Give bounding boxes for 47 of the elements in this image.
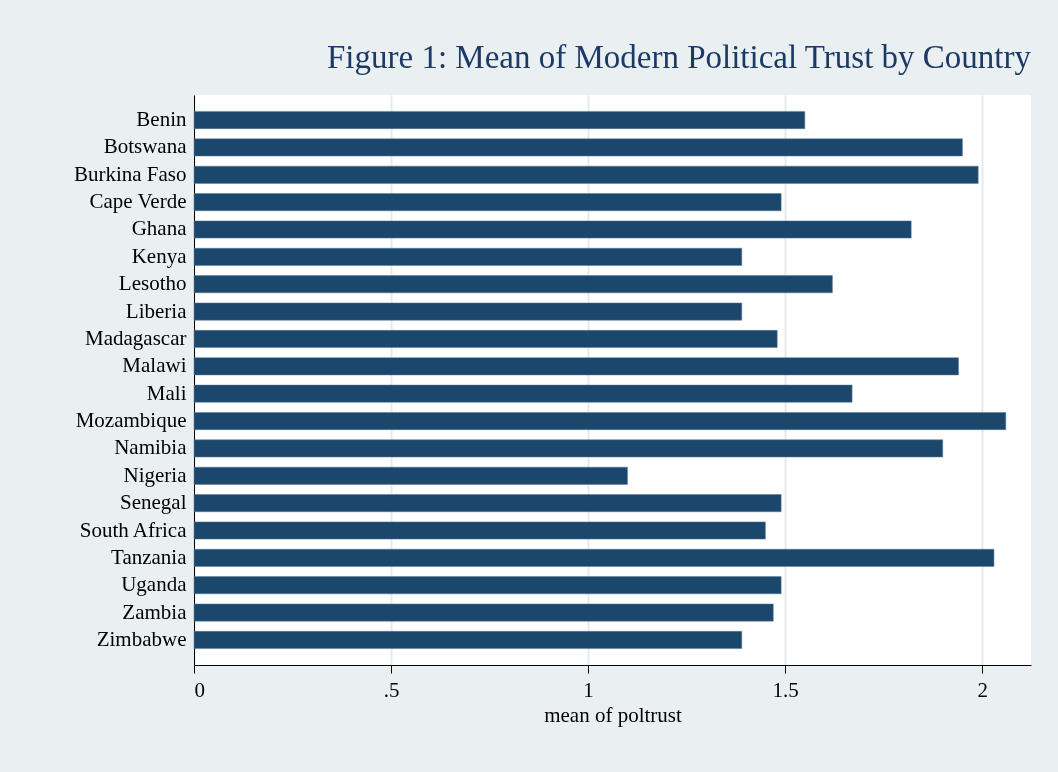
bar [193, 549, 995, 567]
bar [193, 330, 778, 348]
y-tick-label: Mozambique [75, 408, 187, 433]
y-tick-label: Cape Verde [89, 189, 187, 214]
bar [193, 357, 959, 376]
x-tick-label: 1 [583, 677, 594, 702]
bar [193, 165, 979, 184]
bar [193, 220, 912, 239]
bar [193, 439, 943, 458]
x-tick-label: .5 [383, 677, 400, 702]
y-tick-label: Ghana [131, 216, 188, 241]
y-tick-label: Botswana [103, 134, 188, 159]
bar [193, 466, 628, 485]
bar [193, 193, 782, 211]
y-tick-label: Senegal [120, 490, 187, 515]
x-tick-label: 0 [194, 677, 205, 702]
bar [193, 111, 806, 129]
y-tick-label: Zimbabwe [96, 626, 187, 651]
y-tick-label: Tanzania [111, 544, 188, 569]
y-tick-label: Benin [136, 107, 187, 132]
x-tick-label: 1.5 [772, 677, 799, 702]
y-tick-label: Uganda [121, 572, 188, 597]
bar [193, 603, 774, 622]
y-tick-label: Liberia [125, 298, 188, 323]
bar [193, 138, 963, 157]
y-tick-label: Lesotho [118, 271, 187, 296]
bar [193, 494, 782, 513]
y-tick-label: Malawi [122, 353, 187, 378]
y-tick-label: Madagascar [85, 325, 187, 350]
x-axis-title: mean of poltrust [544, 702, 682, 727]
y-tick-label: Namibia [114, 435, 188, 460]
y-tick-label: Burkina Faso [73, 161, 187, 186]
bar [193, 631, 742, 649]
bar [193, 384, 853, 403]
bar [193, 412, 1007, 430]
bar [193, 275, 833, 294]
bar [193, 576, 782, 595]
bar [193, 521, 766, 540]
y-tick-label: South Africa [79, 517, 188, 542]
bar [193, 247, 742, 266]
y-tick-label: Mali [146, 380, 187, 405]
y-tick-label: Kenya [131, 243, 188, 268]
y-tick-label: Nigeria [123, 462, 188, 487]
bar [193, 302, 742, 321]
chart-title: Figure 1: Mean of Modern Political Trust by Country [327, 39, 1032, 75]
y-tick-label: Zambia [122, 599, 188, 624]
x-tick-label: 2 [977, 677, 988, 702]
